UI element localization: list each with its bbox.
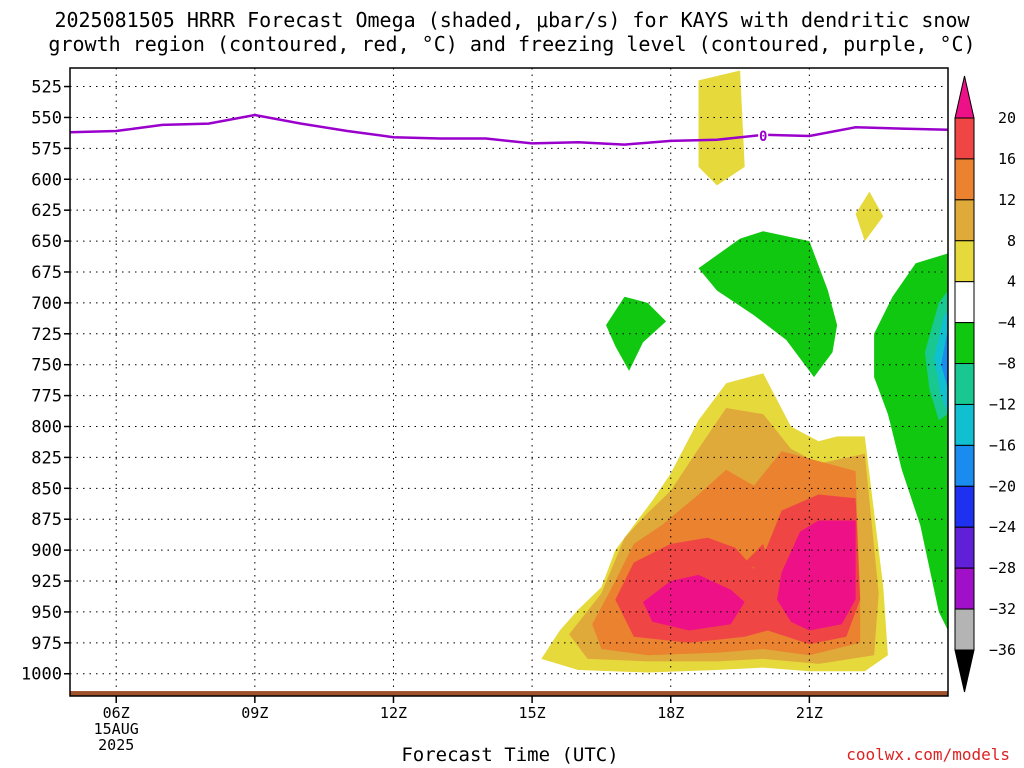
colorbar-label: 12 <box>998 191 1016 209</box>
colorbar-box <box>954 322 975 365</box>
omega-region-4-0 <box>643 574 745 631</box>
omega-region-5-1 <box>698 231 838 378</box>
omega-shading-layer <box>541 70 948 673</box>
colorbar-bottom-arrow <box>954 649 975 693</box>
y-tick-label: 550 <box>31 108 62 128</box>
colorbar-box <box>954 363 975 405</box>
freezing-level-label-bg <box>758 127 769 143</box>
colorbar-label: 20 <box>998 109 1016 127</box>
y-tick-label: 975 <box>31 634 62 654</box>
y-tick-label: 800 <box>31 418 62 438</box>
colorbar-box <box>954 403 975 446</box>
colorbar-label: −36 <box>989 641 1016 659</box>
omega-region-8-0 <box>941 327 948 390</box>
y-tick-label: 1000 <box>21 665 62 685</box>
omega-region-0-1 <box>698 70 745 186</box>
omega-region-4-1 <box>777 520 856 631</box>
omega-region-3-1 <box>744 543 773 578</box>
omega-region-0-2 <box>855 191 884 242</box>
freezing-level-label: 0 <box>759 129 767 145</box>
colorbar-label: −4 <box>998 314 1016 332</box>
y-tick-label: 925 <box>31 572 62 592</box>
x-axis-label: Forecast Time (UTC) <box>401 744 619 766</box>
x-tick-label: 21Z <box>796 704 823 722</box>
y-tick-label: 725 <box>31 325 62 345</box>
y-tick-label: 850 <box>31 479 62 499</box>
y-tick-label: 825 <box>31 448 62 468</box>
colorbar-box <box>954 444 975 487</box>
freezing-level-line <box>70 113 948 146</box>
colorbar-top-arrow <box>954 75 975 119</box>
x-tick-label: 12Z <box>380 704 407 722</box>
colorbar-label: −24 <box>989 518 1016 536</box>
colorbar-label: −32 <box>989 600 1016 618</box>
colorbar-label: −8 <box>998 355 1016 373</box>
y-tick-label: 750 <box>31 356 62 376</box>
colorbar-box <box>954 608 975 651</box>
y-tick-label: 650 <box>31 232 62 252</box>
chart-title-line2: growth region (contoured, red, °C) and f… <box>48 32 976 56</box>
colorbar-box <box>954 158 975 201</box>
x-tick-label: 15Z <box>519 704 546 722</box>
x-tick-label: 18Z <box>657 704 684 722</box>
colorbar-label: 16 <box>998 150 1016 168</box>
colorbar-label: −16 <box>989 436 1016 454</box>
colorbar-box <box>954 281 975 324</box>
colorbar-box <box>954 526 975 569</box>
chart-title: 2025081505 HRRR Forecast Omega (shaded, … <box>0 8 1024 56</box>
plot-frame <box>69 67 949 697</box>
chart-title-line1: 2025081505 HRRR Forecast Omega (shaded, … <box>54 8 970 32</box>
y-tick-label: 775 <box>31 387 62 407</box>
omega-region-7-0 <box>934 309 948 415</box>
x-tick-label: 2025 <box>98 736 134 754</box>
x-tick-label: 15AUG <box>94 720 139 738</box>
ground-surface <box>70 691 948 696</box>
y-tick-label: 700 <box>31 294 62 314</box>
freezing-level-layer: 0 <box>70 113 948 146</box>
ground-layer <box>70 691 948 696</box>
colorbar-label: 8 <box>1007 232 1016 250</box>
y-tick-label: 600 <box>31 170 62 190</box>
colorbar-label: −20 <box>989 477 1016 495</box>
credit-link[interactable]: coolwx.com/models <box>846 745 1010 764</box>
colorbar-box <box>954 117 975 160</box>
colorbar-label: −12 <box>989 395 1016 413</box>
colorbar-box <box>954 485 975 528</box>
y-axis: 525 550 575 600 625 650 675 700 725 750 775 800 825 8… <box>21 78 70 685</box>
colorbar-box <box>954 567 975 610</box>
colorbar-box <box>954 240 975 283</box>
y-tick-label: 900 <box>31 541 62 561</box>
x-tick-label: 06Z <box>103 704 130 722</box>
colorbar-box <box>954 199 975 242</box>
y-tick-label: 625 <box>31 201 62 221</box>
y-tick-label: 525 <box>31 78 62 98</box>
x-tick-label: 09Z <box>241 704 268 722</box>
colorbar-label: 4 <box>1007 273 1016 291</box>
gridlines <box>70 68 948 696</box>
colorbar: 20 16 12 8 4 −4 −8 −12 −16 −20 −24 −28 −32 −36 <box>954 75 1016 693</box>
y-tick-label: 675 <box>31 263 62 283</box>
colorbar-label: −28 <box>989 559 1016 577</box>
y-tick-label: 875 <box>31 510 62 530</box>
y-tick-label: 575 <box>31 139 62 159</box>
y-tick-label: 950 <box>31 603 62 623</box>
